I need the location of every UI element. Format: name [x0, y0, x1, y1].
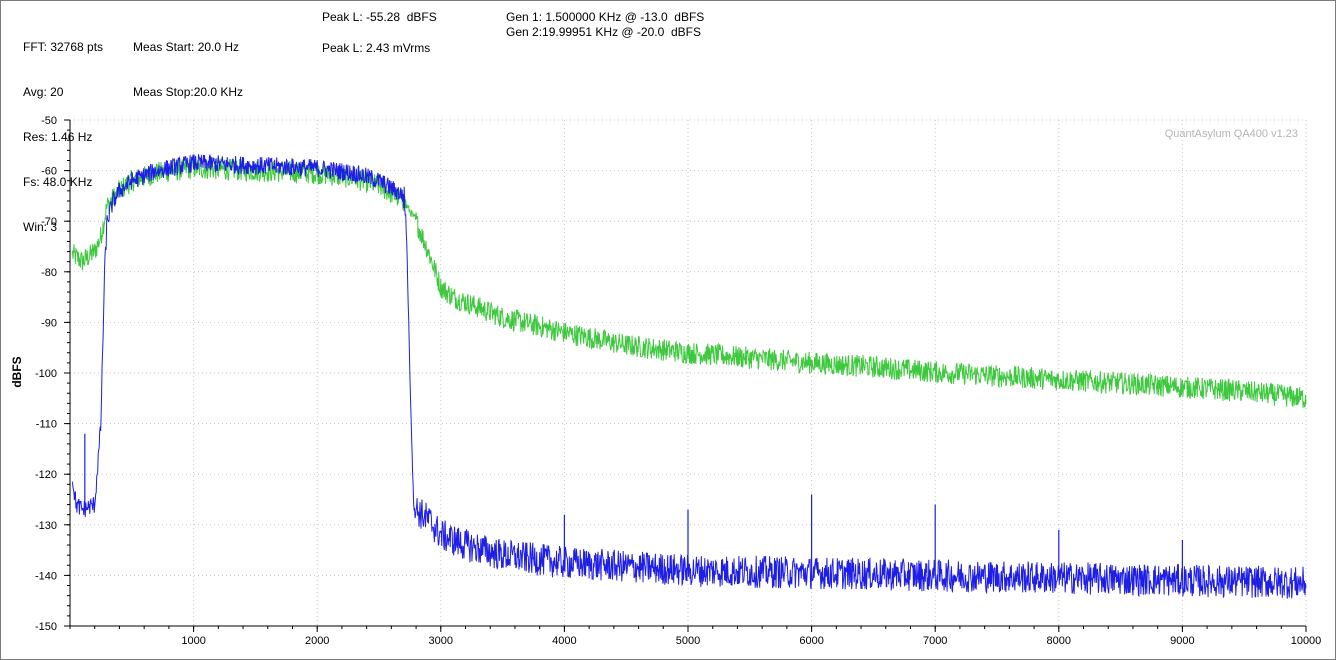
- y-tick-label: -50: [41, 115, 57, 127]
- y-tick-label: -100: [35, 368, 57, 380]
- series-line-1: [72, 154, 1307, 599]
- y-tick-label: -60: [41, 166, 57, 178]
- info-column-1: FFT: 32768 pts Avg: 20 Res: 1.46 Hz Fs: …: [23, 10, 103, 250]
- series-layer: [72, 154, 1307, 599]
- x-tick-label: 1000: [181, 635, 205, 647]
- series-line-0: [72, 158, 1307, 408]
- info-peak-rms: Peak L: 2.43 mVrms: [322, 41, 431, 55]
- x-tick-label: 3000: [429, 635, 453, 647]
- info-meas-stop: Meas Stop:20.0 KHz: [133, 85, 244, 99]
- info-fs: Fs: 48.0 KHz: [23, 175, 93, 189]
- x-tick-label: 7000: [923, 635, 947, 647]
- info-column-2: Meas Start: 20.0 Hz Meas Stop:20.0 KHz: [133, 10, 243, 115]
- axes: -50 -60 -70 -80 -90 -100 -110 -120 -130 -140 -150 1…: [35, 115, 1321, 647]
- x-tick-label: 6000: [799, 635, 823, 647]
- x-tick-label: 4000: [552, 635, 576, 647]
- y-axis-title: dBFS: [10, 356, 24, 387]
- y-tick-label: -150: [35, 621, 57, 633]
- info-win: Win: 3: [23, 220, 58, 234]
- info-res: Res: 1.46 Hz: [23, 130, 93, 144]
- x-tick-label: 10000: [1291, 635, 1322, 647]
- x-tick-label: 9000: [1170, 635, 1194, 647]
- info-avg: Avg: 20: [23, 85, 64, 99]
- info-gen1: Gen 1: 1.500000 KHz @ -13.0 dBFS: [506, 10, 705, 24]
- y-tick-label: -70: [41, 216, 57, 228]
- y-tick-label: -80: [41, 267, 57, 279]
- y-tick-label: -140: [35, 570, 57, 582]
- y-tick-label: -130: [35, 520, 57, 532]
- watermark: QuantAsylum QA400 v1.23: [1165, 128, 1298, 140]
- x-tick-label: 8000: [1047, 635, 1071, 647]
- x-tick-label: 5000: [676, 635, 700, 647]
- x-tick-label: 2000: [305, 635, 329, 647]
- info-meas-start: Meas Start: 20.0 Hz: [133, 40, 240, 54]
- y-tick-label: -110: [36, 419, 57, 431]
- grid: [70, 119, 1307, 627]
- info-fft: FFT: 32768 pts: [23, 40, 104, 54]
- y-tick-label: -90: [41, 317, 57, 329]
- info-gen2: Gen 2:19.99951 KHz @ -20.0 dBFS: [506, 25, 701, 39]
- info-peak-db: Peak L: -55.28 dBFS: [322, 10, 437, 24]
- y-tick-label: -120: [35, 469, 57, 481]
